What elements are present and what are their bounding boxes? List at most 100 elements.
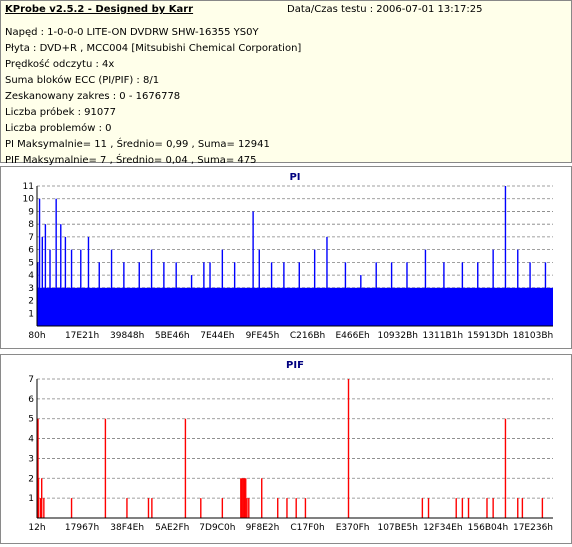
y-tick-label: 8 xyxy=(28,220,34,230)
pif-bar xyxy=(243,478,246,518)
pif-bar xyxy=(39,498,42,518)
pif-bar xyxy=(104,418,107,518)
pif-bar xyxy=(517,498,519,518)
pi-bar xyxy=(360,275,362,326)
pi-bar xyxy=(110,249,113,326)
pi-bar xyxy=(80,249,82,326)
pi-bar xyxy=(326,236,328,326)
pif-bar xyxy=(261,478,263,518)
pi-bar xyxy=(87,236,90,326)
pi-bar xyxy=(175,262,177,326)
y-tick-label: 4 xyxy=(28,435,34,445)
x-tick-label: 17E21h xyxy=(65,331,99,341)
x-tick-label: 12h xyxy=(28,523,45,533)
pi-bar xyxy=(41,236,44,326)
pif-bar xyxy=(541,498,544,518)
x-tick-label: 38F4Eh xyxy=(110,523,144,533)
pif-bar xyxy=(455,498,457,518)
pif-bar xyxy=(246,498,248,518)
ecc-blocks: Suma bloków ECC (PI/PIF) : 8/1 xyxy=(5,75,160,86)
pi-bar xyxy=(529,262,531,326)
y-tick-label: 3 xyxy=(28,284,34,294)
pi-bar xyxy=(424,249,427,326)
pif-bar xyxy=(151,498,153,518)
x-tick-label: 5AE2Fh xyxy=(155,523,189,533)
y-tick-label: 4 xyxy=(28,271,34,281)
y-tick-label: 11 xyxy=(23,182,34,192)
pi-bar xyxy=(492,249,494,326)
pif-bar xyxy=(286,498,288,518)
x-tick-label: 156B04h xyxy=(468,523,509,533)
chart-title: PIF xyxy=(286,360,304,371)
pif-bar xyxy=(421,498,424,518)
pif-bar xyxy=(504,418,507,518)
pi-bar xyxy=(270,262,273,326)
pif-bar xyxy=(70,498,73,518)
pif-bar xyxy=(486,498,488,518)
x-tick-label: 39848h xyxy=(110,331,144,341)
pi-stats: PI Maksymalnie= 11 , Średnio= 0,99 , Sum… xyxy=(5,139,270,150)
disc-info: Płyta : DVD+R , MCC004 [Mitsubishi Chemi… xyxy=(5,43,302,54)
y-tick-label: 5 xyxy=(28,258,34,268)
app-title: KProbe v2.5.2 - Designed by Karr xyxy=(5,4,194,15)
x-tick-label: 15913Dh xyxy=(467,331,508,341)
pif-bar xyxy=(147,498,150,518)
y-tick-label: 6 xyxy=(28,246,34,256)
x-tick-label: 9F8E2h xyxy=(246,523,280,533)
pi-bar xyxy=(163,262,165,326)
pif-bar xyxy=(41,478,43,518)
pi-bar xyxy=(203,262,205,326)
pi-bar xyxy=(258,249,260,326)
x-tick-label: 1311B1h xyxy=(423,331,464,341)
pi-bar xyxy=(443,262,445,326)
pif-bar xyxy=(37,418,39,518)
x-tick-label: 5BE46h xyxy=(155,331,190,341)
pif-bar xyxy=(241,478,243,518)
x-tick-label: 12F34Eh xyxy=(423,523,462,533)
pi-bar xyxy=(190,275,193,326)
pi-bar xyxy=(44,224,47,326)
y-tick-label: 7 xyxy=(28,233,34,243)
y-tick-label: 2 xyxy=(28,474,34,484)
pif-bar xyxy=(461,498,464,518)
pif-bar xyxy=(304,498,307,518)
pi-bar xyxy=(49,249,51,326)
pi-bar xyxy=(544,262,547,326)
y-tick-label: 1 xyxy=(28,494,34,504)
pif-stats: PIF Maksymalnie= 7 , Średnio= 0,04 , Sum… xyxy=(5,155,257,166)
pi-bar xyxy=(64,236,67,326)
pi-bar xyxy=(37,262,39,326)
pi-bar xyxy=(38,198,41,326)
x-tick-label: C17F0h xyxy=(290,523,324,533)
x-tick-label: 107BE5h xyxy=(377,523,417,533)
pi-bar xyxy=(313,249,316,326)
pif-bar xyxy=(347,379,350,518)
x-tick-label: 7D9C0h xyxy=(199,523,235,533)
pi-bar xyxy=(344,262,347,326)
pif-bar xyxy=(295,498,297,518)
pif-bar xyxy=(242,478,244,518)
pi-bar xyxy=(233,262,236,326)
x-tick-label: 10932Bh xyxy=(377,331,418,341)
x-tick-label: 18103Bh xyxy=(513,331,554,341)
pi-bar xyxy=(283,262,285,326)
pi-bar xyxy=(98,262,100,326)
pi-bar xyxy=(60,224,62,326)
pi-bar xyxy=(221,249,224,326)
pi-baseline-area xyxy=(37,287,553,326)
x-tick-label: E466Eh xyxy=(336,331,370,341)
y-tick-label: 10 xyxy=(23,195,35,205)
pif-bar xyxy=(126,498,128,518)
test-info-header: KProbe v2.5.2 - Designed by Karr Data/Cz… xyxy=(0,0,572,166)
drive-info: Napęd : 1-0-0-0 LITE-ON DVDRW SHW-16355 … xyxy=(5,27,259,38)
pi-bar xyxy=(298,262,300,326)
pi-bar xyxy=(517,249,519,326)
pi-bar xyxy=(390,262,393,326)
pi-chart: PI 1 2 3 4 5 6 7 8 9 10 11 80h 17E21h 39848h 5BE46h 7E44… xyxy=(23,172,554,341)
y-tick-label: 6 xyxy=(28,395,34,405)
pif-bar xyxy=(240,478,242,518)
x-tick-label: 80h xyxy=(28,331,45,341)
pif-bar xyxy=(184,418,187,518)
pif-bar xyxy=(37,478,40,518)
y-tick-label: 7 xyxy=(28,375,34,385)
